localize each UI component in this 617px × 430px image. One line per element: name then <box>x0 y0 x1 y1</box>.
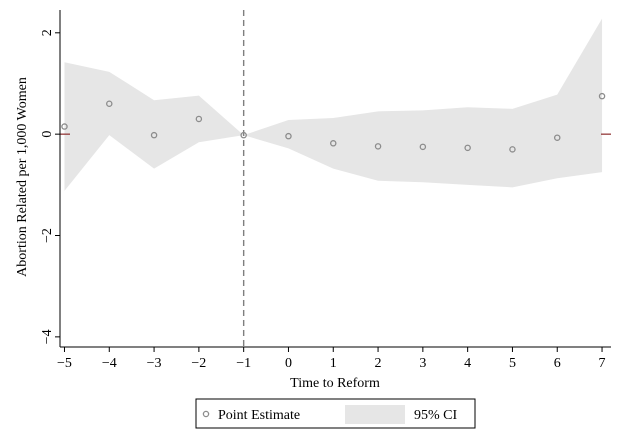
x-tick-label: 5 <box>509 356 516 371</box>
x-tick-label: 4 <box>464 356 471 371</box>
x-tick-label: −5 <box>57 356 72 371</box>
x-axis: −5 −4 −3 −2 −1 0 1 2 3 4 5 6 7 <box>57 346 611 371</box>
point-estimate <box>285 132 292 140</box>
legend-box <box>195 398 476 429</box>
point-estimate <box>598 92 606 100</box>
x-tick-label: 6 <box>554 356 561 371</box>
legend-label-ci: 95% CI <box>414 408 458 423</box>
plot-area <box>60 10 611 347</box>
legend-label-point-estimate: Point Estimate <box>218 408 300 423</box>
x-tick-label: −1 <box>236 356 251 371</box>
x-tick-label: −4 <box>102 356 117 371</box>
point-estimate <box>374 143 382 150</box>
point-estimate <box>150 131 158 139</box>
y-tick-label: −2 <box>40 228 55 243</box>
point-estimate <box>106 100 113 108</box>
y-axis: −4 −2 0 2 <box>40 10 61 347</box>
ci-band <box>64 18 603 191</box>
x-tick-label: 1 <box>330 356 337 371</box>
y-tick-label: 2 <box>40 29 55 36</box>
y-tick-label: −4 <box>40 329 55 344</box>
point-estimate <box>240 131 247 139</box>
x-axis-title: Time to Reform <box>290 376 380 391</box>
point-estimate <box>61 123 68 130</box>
point-estimate <box>509 146 516 153</box>
point-estimate <box>330 140 337 147</box>
point-estimate <box>419 143 427 151</box>
x-tick-label: 7 <box>599 356 606 371</box>
legend: Point Estimate 95% CI <box>195 398 476 429</box>
x-tick-label: 3 <box>419 356 426 371</box>
x-tick-label: 0 <box>285 356 292 371</box>
y-axis-title: Abortion Related per 1,000 Women <box>15 77 30 277</box>
y-tick-label: 0 <box>40 131 55 138</box>
x-tick-label: −3 <box>147 356 162 371</box>
legend-ci-swatch <box>345 405 405 424</box>
x-tick-label: −2 <box>191 356 206 371</box>
point-estimate <box>195 115 203 123</box>
point-estimate <box>553 134 561 141</box>
legend-point-marker <box>202 410 210 418</box>
point-estimate <box>464 144 471 152</box>
x-tick-label: 2 <box>375 356 382 371</box>
